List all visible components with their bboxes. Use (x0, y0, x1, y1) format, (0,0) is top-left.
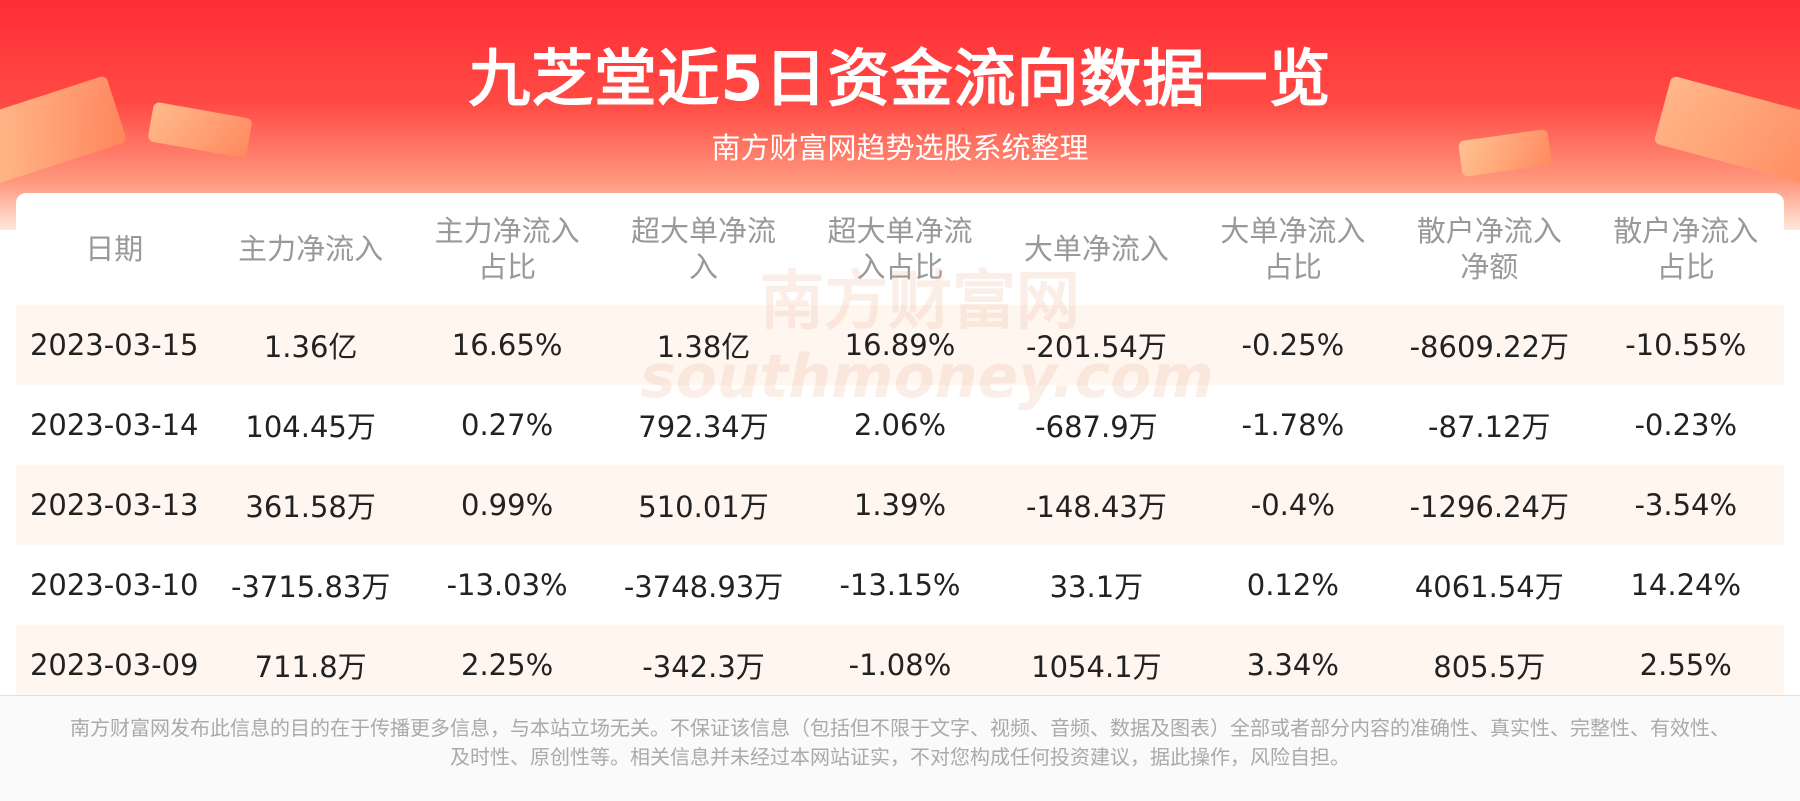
table-cell: 361.58万 (212, 465, 409, 545)
table-cell: 2023-03-10 (29, 568, 199, 602)
column-header-text: 超大单净流入占比 (827, 214, 973, 284)
table-cell: 2.55% (1587, 625, 1784, 695)
table-cell: 0.27% (461, 408, 554, 442)
table-card: 日期 主力净流入 主力净流入占比 超大单净流入 超大单净流入占比 大单净流入 大单净流入占比… (16, 193, 1784, 695)
table-cell: 3.34% (1194, 625, 1392, 695)
table-row: 2023-03-09 711.8万 2.25% -342.3万 -1.08% 1054.1… (16, 625, 1784, 695)
table-cell: -0.25% (1194, 305, 1392, 385)
table-cell: -1.08% (801, 625, 999, 695)
table-cell: 14.24% (1630, 568, 1742, 602)
table-cell: -8609.22万 (1391, 305, 1588, 385)
table-cell: -0.23% (1634, 408, 1738, 442)
table-cell: 33.1万 (1049, 570, 1144, 604)
header-row: 日期 主力净流入 主力净流入占比 超大单净流入 超大单净流入占比 大单净流入 大单净流入占比… (16, 193, 1784, 305)
table-cell: 104.45万 (245, 410, 376, 444)
table-cell: -687.9万 (1035, 410, 1158, 444)
table-cell: 0.12% (1246, 568, 1339, 602)
column-header: 超大单净流入占比 (802, 193, 998, 305)
table-cell: -1296.24万 (1391, 465, 1588, 545)
table-row: 2023-03-13 361.58万 0.99% 510.01万 1.39% -148.4… (16, 465, 1784, 545)
column-header-text: 散户净流入净额 (1416, 214, 1562, 284)
subtitle: 南方财富网趋势选股系统整理 (711, 131, 1089, 165)
header-banner: 九芝堂近5日资金流向数据一览 南方财富网趋势选股系统整理 (0, 0, 1800, 230)
column-header: 主力净流入 (212, 193, 408, 305)
table-cell: 1054.1万 (998, 625, 1195, 695)
column-header-text: 主力净流入占比 (434, 214, 580, 284)
table-cell: 2023-03-09 (16, 625, 213, 695)
table-row: 2023-03-15 1.36亿 16.65% 1.38亿 16.89% -201.54万… (16, 305, 1784, 385)
column-header: 散户净流入占比 (1588, 193, 1785, 305)
table-cell: 16.89% (801, 305, 999, 385)
data-table: 日期 主力净流入 主力净流入占比 超大单净流入 超大单净流入占比 大单净流入 大单净流入占比… (16, 193, 1784, 695)
title: 九芝堂近5日资金流向数据一览 (468, 42, 1332, 115)
table-cell: -10.55% (1587, 305, 1784, 385)
disclaimer: 南方财富网发布此信息的目的在于传播更多信息，与本站立场无关。不保证该信息（包括但… (70, 716, 1730, 769)
table-cell: 2.06% (853, 408, 947, 442)
table-cell: 2023-03-13 (16, 465, 213, 545)
column-header-text: 大单净流入 (1023, 232, 1169, 266)
table-cell: 4061.54万 (1414, 570, 1564, 604)
table-cell: -1.78% (1241, 408, 1345, 442)
table-cell: -0.4% (1194, 465, 1392, 545)
table-cell: -148.43万 (998, 465, 1195, 545)
table-cell: 2.25% (408, 625, 606, 695)
table-cell: -13.03% (446, 568, 568, 602)
table-cell: -13.15% (839, 568, 961, 602)
table-cell: 711.8万 (212, 625, 409, 695)
column-header: 大单净流入占比 (1195, 193, 1391, 305)
table-cell: 16.65% (408, 305, 606, 385)
column-header-text: 大单净流入占比 (1220, 214, 1366, 284)
table-cell: 1.39% (801, 465, 999, 545)
column-header: 日期 (16, 193, 212, 305)
table-cell: 2023-03-14 (29, 408, 199, 442)
column-header-text: 超大单净流入 (631, 214, 777, 284)
table-cell: 805.5万 (1391, 625, 1588, 695)
table-cell: -201.54万 (998, 305, 1195, 385)
table-cell: -3.54% (1587, 465, 1784, 545)
table-cell: -87.12万 (1428, 410, 1551, 444)
table-cell: 1.36亿 (212, 305, 409, 385)
table-cell: 1.38亿 (605, 305, 802, 385)
column-header: 主力净流入占比 (409, 193, 605, 305)
table-cell: 510.01万 (605, 465, 802, 545)
column-header-text: 散户净流入占比 (1613, 214, 1759, 284)
table-cell: -3715.83万 (230, 570, 391, 604)
column-header: 大单净流入 (998, 193, 1194, 305)
table-cell: 0.99% (408, 465, 606, 545)
footer: 南方财富网发布此信息的目的在于传播更多信息，与本站立场无关。不保证该信息（包括但… (0, 695, 1800, 801)
column-header: 散户净流入净额 (1391, 193, 1587, 305)
table-cell: 2023-03-15 (16, 305, 213, 385)
table-cell: -3748.93万 (623, 570, 784, 604)
table-cell: -342.3万 (605, 625, 802, 695)
column-header-text: 主力净流入 (238, 232, 384, 266)
table-row: 2023-03-14 104.45万 0.27% 792.34万 2.06% -687.9… (16, 385, 1784, 465)
column-header-text: 日期 (85, 232, 144, 266)
table-row: 2023-03-10 -3715.83万 -13.03% -3748.93万 -13.1… (16, 545, 1784, 625)
table-cell: 792.34万 (638, 410, 769, 444)
column-header: 超大单净流入 (605, 193, 801, 305)
